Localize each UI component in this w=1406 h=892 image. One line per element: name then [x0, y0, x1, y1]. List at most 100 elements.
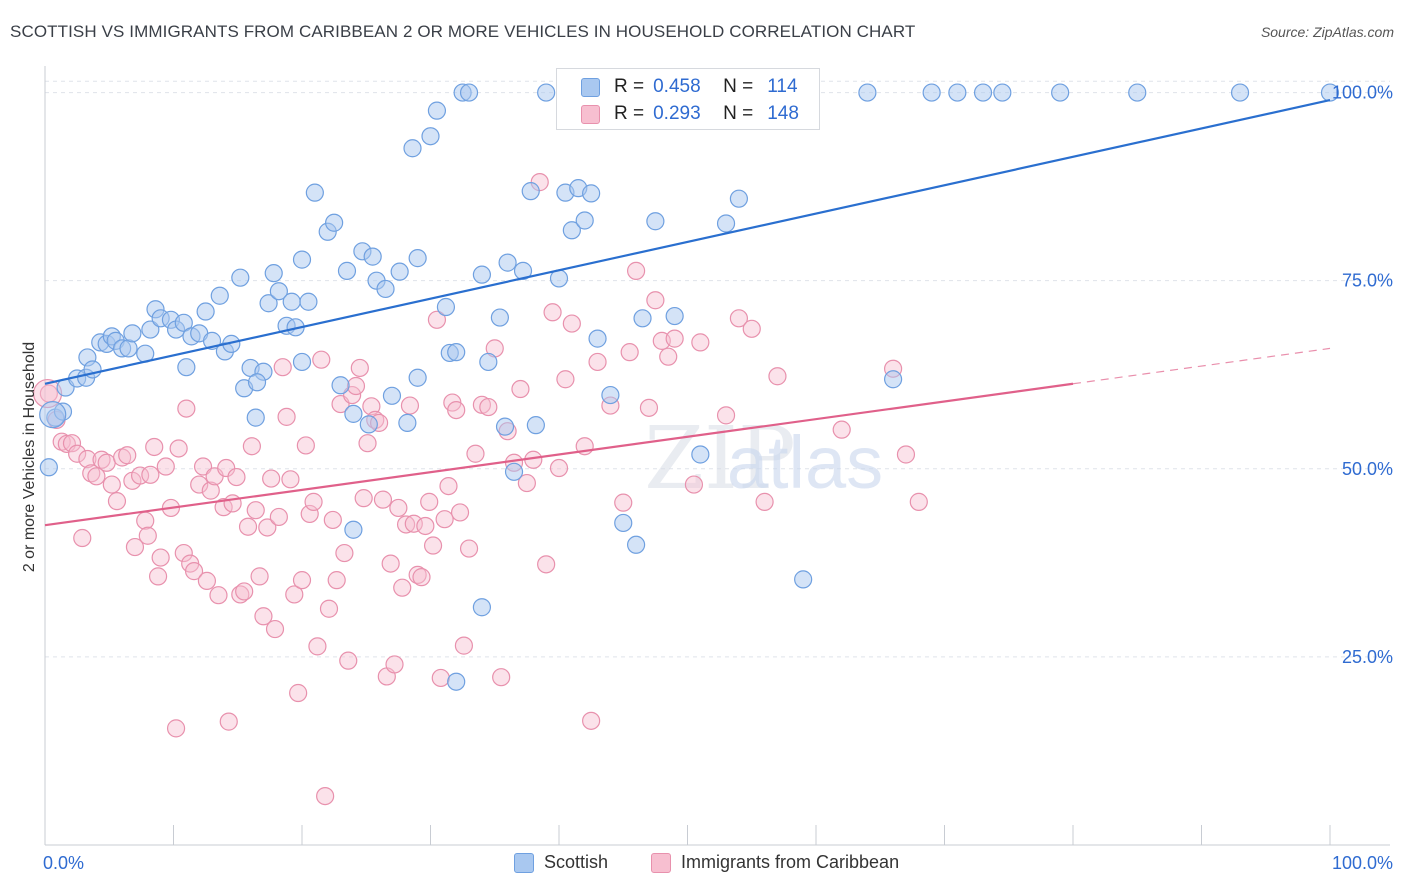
- data-point-caribbean: [435, 510, 454, 529]
- data-point-caribbean: [646, 291, 665, 310]
- data-point-caribbean: [238, 517, 258, 536]
- data-point-caribbean: [289, 683, 308, 703]
- data-point-scottish: [537, 83, 556, 102]
- axes: [44, 66, 1390, 846]
- trend-line-caribbean-extension: [1072, 347, 1331, 385]
- data-point-caribbean: [92, 450, 111, 469]
- data-point-caribbean: [517, 473, 536, 493]
- data-point-caribbean: [909, 492, 928, 511]
- data-point-caribbean: [639, 398, 659, 417]
- data-point-scottish: [363, 247, 382, 266]
- data-point-caribbean: [73, 528, 92, 548]
- data-point-scottish: [436, 297, 456, 317]
- data-point-scottish: [359, 415, 378, 434]
- data-point-caribbean: [896, 445, 916, 464]
- data-point-caribbean: [265, 619, 285, 639]
- data-point-caribbean: [350, 358, 369, 378]
- data-point-scottish: [498, 253, 517, 272]
- data-point-caribbean: [323, 510, 342, 530]
- bottom-legend: Scottish Immigrants from Caribbean: [0, 852, 1406, 878]
- data-point-scottish: [1230, 83, 1250, 102]
- data-point-scottish: [344, 404, 363, 423]
- data-point-scottish: [325, 213, 344, 232]
- data-point-scottish: [447, 672, 466, 691]
- data-point-caribbean: [343, 385, 362, 405]
- data-point-scottish: [716, 214, 736, 233]
- data-point-caribbean: [423, 536, 443, 555]
- data-point-caribbean: [102, 475, 121, 494]
- data-point-scottish: [582, 184, 601, 203]
- data-point-scottish: [376, 279, 395, 299]
- data-point-caribbean: [358, 434, 377, 453]
- data-point-caribbean: [148, 567, 168, 586]
- data-point-caribbean: [447, 400, 466, 420]
- data-point-caribbean: [389, 498, 408, 518]
- data-point-caribbean: [439, 476, 458, 496]
- data-point-caribbean: [319, 599, 339, 618]
- data-point-caribbean: [427, 310, 447, 329]
- data-point-caribbean: [250, 567, 269, 586]
- data-point-caribbean: [362, 397, 381, 416]
- data-point-scottish: [495, 417, 515, 436]
- data-point-scottish: [344, 520, 363, 539]
- x-tick-label: 100.0%: [1332, 853, 1393, 873]
- data-point-scottish: [427, 101, 447, 120]
- data-point-caribbean: [219, 712, 238, 731]
- data-point-caribbean: [339, 651, 358, 670]
- data-point-scottish: [633, 309, 652, 328]
- data-point-scottish: [479, 352, 498, 372]
- trend-line-scottish: [44, 99, 1331, 385]
- data-point-caribbean: [227, 467, 246, 487]
- data-point-caribbean: [454, 636, 474, 655]
- data-point-caribbean: [308, 637, 327, 656]
- data-point-caribbean: [136, 511, 155, 530]
- data-point-caribbean: [277, 407, 296, 426]
- chart-title: SCOTTISH VS IMMIGRANTS FROM CARIBBEAN 2 …: [10, 22, 916, 41]
- data-point-caribbean: [346, 376, 366, 396]
- data-point-caribbean: [582, 711, 601, 730]
- legend-box: R = 0.458 N = 114 R = 0.293 N = 148: [556, 68, 820, 130]
- bottom-legend-label-caribbean: Immigrants from Caribbean: [681, 852, 900, 872]
- data-point-caribbean: [614, 493, 633, 512]
- data-point-scottish: [459, 83, 479, 102]
- data-point-scottish: [247, 373, 267, 392]
- trend-lines: [44, 99, 1331, 527]
- data-point-scottish: [1128, 83, 1147, 102]
- data-point-caribbean: [82, 464, 101, 483]
- legend-n-value: 148: [767, 103, 799, 124]
- data-point-caribbean: [166, 719, 186, 738]
- legend-n-label: N =: [723, 103, 754, 124]
- legend-swatch-caribbean: [581, 104, 600, 124]
- data-point-scottish: [210, 286, 229, 305]
- data-point-caribbean: [78, 449, 97, 469]
- data-point-caribbean: [562, 314, 581, 333]
- x-tick-labels: 0.0% 100.0%: [43, 853, 1393, 873]
- data-point-scottish: [141, 320, 160, 339]
- data-point-caribbean: [768, 367, 787, 386]
- data-point-caribbean: [716, 406, 736, 425]
- bottom-legend-swatch-caribbean: [651, 852, 671, 873]
- data-point-scottish: [922, 83, 941, 102]
- data-point-caribbean: [404, 514, 423, 533]
- data-point-caribbean: [450, 503, 470, 522]
- data-point-caribbean: [125, 537, 145, 557]
- data-point-scottish: [292, 250, 312, 269]
- data-point-caribbean: [300, 504, 319, 524]
- data-point-scottish: [305, 183, 324, 202]
- data-point-caribbean: [174, 543, 193, 563]
- data-point-scottish: [883, 370, 903, 389]
- data-point-caribbean: [393, 578, 412, 597]
- y-tick-label: 25.0%: [1342, 647, 1393, 667]
- data-point-caribbean: [729, 309, 749, 328]
- y-axis-label: 2 or more Vehicles in Household: [21, 342, 38, 572]
- data-point-scottish: [331, 376, 350, 395]
- data-point-caribbean: [87, 467, 106, 486]
- data-point-scottish: [196, 302, 215, 321]
- data-point-scottish: [601, 385, 620, 405]
- data-point-caribbean: [543, 303, 562, 322]
- data-point-caribbean: [145, 437, 164, 457]
- data-point-caribbean: [373, 490, 393, 509]
- data-point-caribbean: [755, 492, 774, 511]
- data-point-scottish: [246, 408, 265, 427]
- data-point-caribbean: [107, 492, 127, 511]
